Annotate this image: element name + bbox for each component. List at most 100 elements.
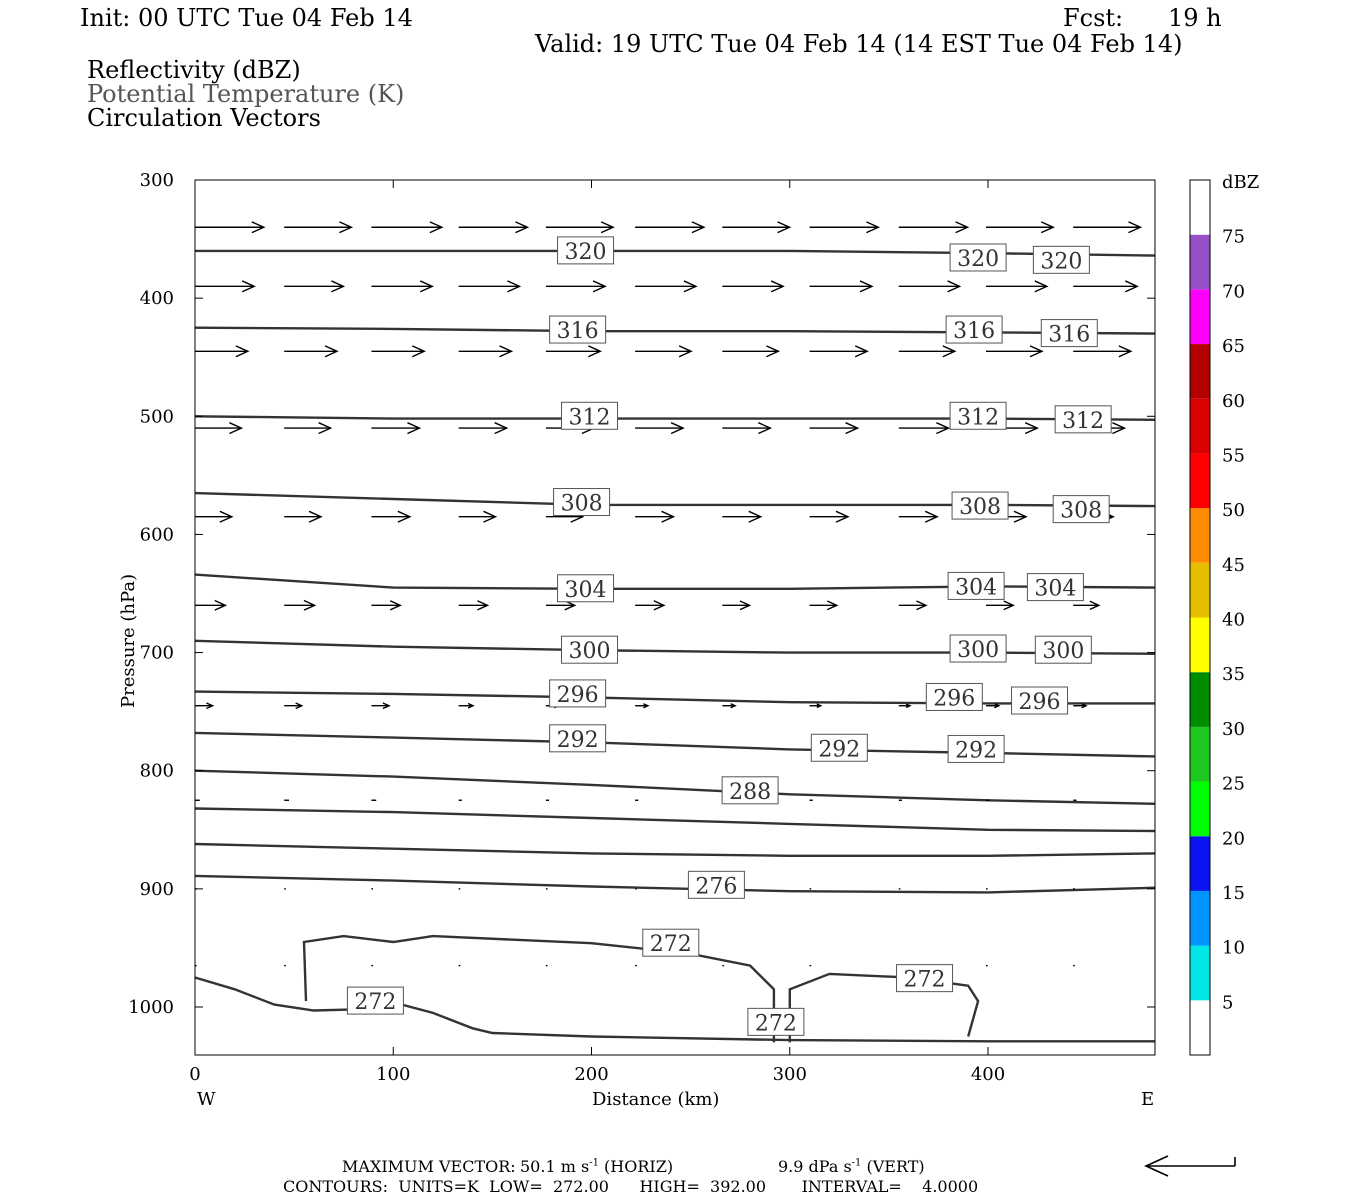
contour-label: 304 — [557, 574, 615, 603]
colorbar-tick-label: 40 — [1222, 610, 1245, 631]
wind-vector — [635, 345, 693, 358]
svg-text:272: 272 — [755, 1011, 797, 1036]
wind-vector — [371, 510, 412, 523]
wind-vector — [458, 422, 509, 435]
contour-label: 272 — [747, 1007, 805, 1036]
wind-vector — [635, 703, 650, 709]
wind-vector — [986, 345, 1044, 358]
wind-vector — [635, 600, 666, 611]
colorbar-swatch — [1190, 180, 1210, 235]
contour-label: 296 — [1011, 686, 1069, 715]
wind-vector — [195, 422, 244, 435]
wind-vector — [195, 345, 250, 358]
svg-text:276: 276 — [695, 874, 737, 899]
colorbar-tick-label: 30 — [1222, 719, 1245, 740]
svg-text:292: 292 — [818, 737, 860, 762]
colorbar-swatch — [1190, 234, 1210, 290]
svg-text:316: 316 — [953, 319, 995, 344]
wind-vector — [809, 510, 850, 523]
svg-text:292: 292 — [955, 738, 997, 763]
colorbar-tick-label: 75 — [1222, 227, 1245, 248]
svg-text:272: 272 — [904, 968, 946, 993]
wind-vector — [195, 702, 215, 710]
svg-text:316: 316 — [557, 319, 599, 344]
wind-vector — [545, 600, 577, 611]
wind-vector — [986, 600, 1015, 611]
wind-vector — [195, 599, 228, 611]
wind-vector — [371, 221, 444, 234]
contour-label: 292 — [810, 733, 868, 762]
colorbar-swatch — [1190, 672, 1210, 727]
wind-vector — [458, 280, 522, 293]
x-tick-label: 0 — [189, 1064, 200, 1085]
colorbar-swatch — [1190, 398, 1210, 454]
contour-label: 312 — [949, 401, 1007, 430]
wind-vector — [284, 510, 323, 523]
y-tick-label: 900 — [140, 879, 174, 900]
colorbar-tick-label: 70 — [1222, 281, 1245, 302]
colorbar-tick-label: 10 — [1222, 938, 1245, 959]
contour-label: 320 — [557, 236, 615, 265]
colorbar-tick-label: 20 — [1222, 828, 1245, 849]
contour-label: 316 — [549, 315, 607, 344]
svg-text:320: 320 — [957, 247, 999, 272]
svg-text:300: 300 — [1042, 639, 1084, 664]
isentrope-10 — [195, 842, 1155, 857]
svg-text:308: 308 — [959, 495, 1001, 520]
y-tick-label: 1000 — [128, 997, 174, 1018]
max-vector-label: MAXIMUM VECTOR: — [342, 1157, 516, 1176]
colorbar-tick-label: 65 — [1222, 336, 1245, 357]
colorbar-unit: dBZ — [1222, 172, 1259, 193]
wind-vector — [545, 221, 615, 234]
svg-text:288: 288 — [729, 780, 771, 805]
contour-label-group: 320 320 320 316 316 316 312 312 312 308 308 308 304 3… — [346, 236, 1112, 1036]
wind-vector — [722, 280, 785, 293]
wind-vector — [545, 280, 607, 293]
wind-vector — [284, 422, 333, 435]
isentrope-7 — [195, 731, 1155, 758]
contour-label: 288 — [721, 776, 779, 805]
wind-vector — [284, 702, 304, 710]
isentrope-2 — [195, 415, 1155, 421]
wind-vector — [635, 422, 685, 435]
isentrope-3 — [195, 491, 1155, 508]
wind-vector — [1073, 703, 1088, 709]
isentrope-5 — [195, 639, 1155, 655]
colorbar-tick-label: 35 — [1222, 664, 1245, 685]
colorbar-tick-label: 15 — [1222, 883, 1245, 904]
contour-label: 296 — [549, 679, 607, 708]
wind-vector — [371, 702, 391, 710]
y-axis-label: Pressure (hPa) — [118, 574, 139, 708]
isentrope-13 — [302, 934, 776, 1043]
wind-vector — [458, 221, 530, 234]
wind-vector — [722, 345, 781, 358]
reference-vector-icon — [1144, 1155, 1236, 1177]
colorbar-swatch — [1190, 836, 1210, 891]
isentrope-4 — [195, 573, 1155, 590]
colorbar-tick-label: 25 — [1222, 774, 1245, 795]
x-axis-label: Distance (km) — [592, 1089, 719, 1110]
colorbar-frame — [1189, 179, 1211, 1056]
wind-vector — [635, 280, 698, 293]
contour-label: 316 — [945, 315, 1003, 344]
svg-text:300: 300 — [569, 639, 611, 664]
svg-text:292: 292 — [557, 728, 599, 753]
svg-text:296: 296 — [933, 686, 975, 711]
svg-text:272: 272 — [354, 990, 396, 1015]
field-reflectivity: Reflectivity (dBZ) — [87, 56, 301, 84]
wind-vector — [722, 510, 763, 523]
valid-time: Valid: 19 UTC Tue 04 Feb 14 (14 EST Tue … — [535, 30, 1183, 58]
contour-label: 272 — [642, 928, 700, 957]
wind-vector — [371, 422, 422, 435]
contour-label: 308 — [553, 488, 611, 517]
colorbar-swatch — [1190, 562, 1210, 618]
wind-vector — [809, 280, 874, 293]
wind-vector — [809, 345, 869, 358]
wind-vector — [986, 703, 1001, 709]
contour-label: 292 — [549, 724, 607, 753]
wind-vector — [722, 600, 752, 611]
axis-group: 300 400 500 600 700 800 900 1000 0 100 200 300 400 — [128, 170, 1155, 1085]
forecast-label: Fcst: — [1063, 4, 1124, 32]
svg-text:304: 304 — [1034, 577, 1076, 602]
y-tick-label: 400 — [140, 288, 174, 309]
